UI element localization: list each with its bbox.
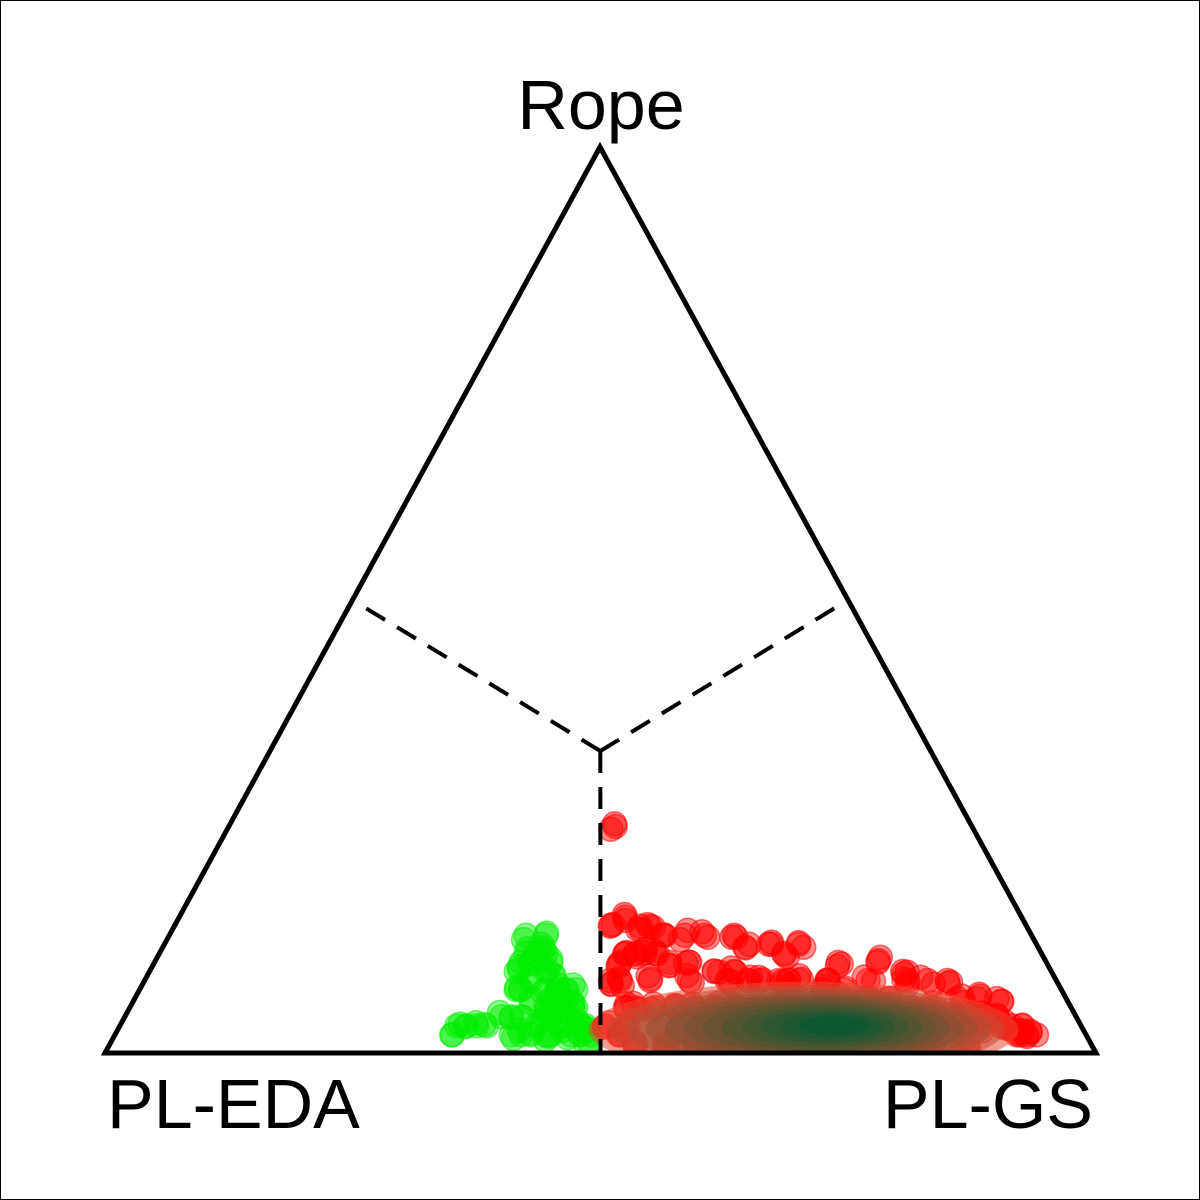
scatter-point-green (513, 922, 539, 948)
scatter-point-red (824, 953, 851, 980)
scatter-point-red (891, 961, 917, 987)
vertex-label-bottom-left: PL-EDA (107, 1065, 360, 1143)
scatter-point-red (771, 941, 798, 968)
scatter-point-red (598, 971, 624, 998)
scatter-point-green (541, 962, 567, 989)
scatter-point-green (518, 1022, 544, 1048)
scatter-point-red (651, 922, 677, 948)
scatter-point-red (736, 931, 762, 958)
scatter-point-red (694, 924, 721, 951)
boundary-left (351, 598, 602, 753)
scatter-point-red (723, 924, 749, 950)
region-boundaries (351, 598, 850, 1054)
vertex-label-top: Rope (517, 66, 684, 144)
scatter-point-red (865, 947, 892, 974)
scatter-point-green (507, 976, 533, 1003)
scatter-point-red (637, 966, 664, 992)
scatter-point-green (447, 1011, 473, 1037)
scatter-point-green (547, 1008, 574, 1034)
vertex-label-bottom-right: PL-GS (883, 1065, 1093, 1143)
scatter-point-red (828, 951, 854, 977)
scatter-point-green (547, 984, 574, 1011)
boundary-right (599, 598, 850, 753)
scatter-point-red (790, 934, 817, 961)
scatter-point-red (600, 911, 626, 938)
scatter-point-red (676, 949, 702, 975)
scatter-point-red (601, 811, 628, 837)
simplex-outline (100, 141, 1101, 1056)
density-layer (588, 981, 1019, 1053)
density-contour (798, 1015, 869, 1036)
scatter-point-red (937, 969, 964, 996)
scatter-point-green (473, 1013, 500, 1039)
scatter-point-green (498, 1005, 524, 1031)
scatter-point-green (516, 1020, 543, 1047)
scatter-point-green (510, 926, 537, 953)
